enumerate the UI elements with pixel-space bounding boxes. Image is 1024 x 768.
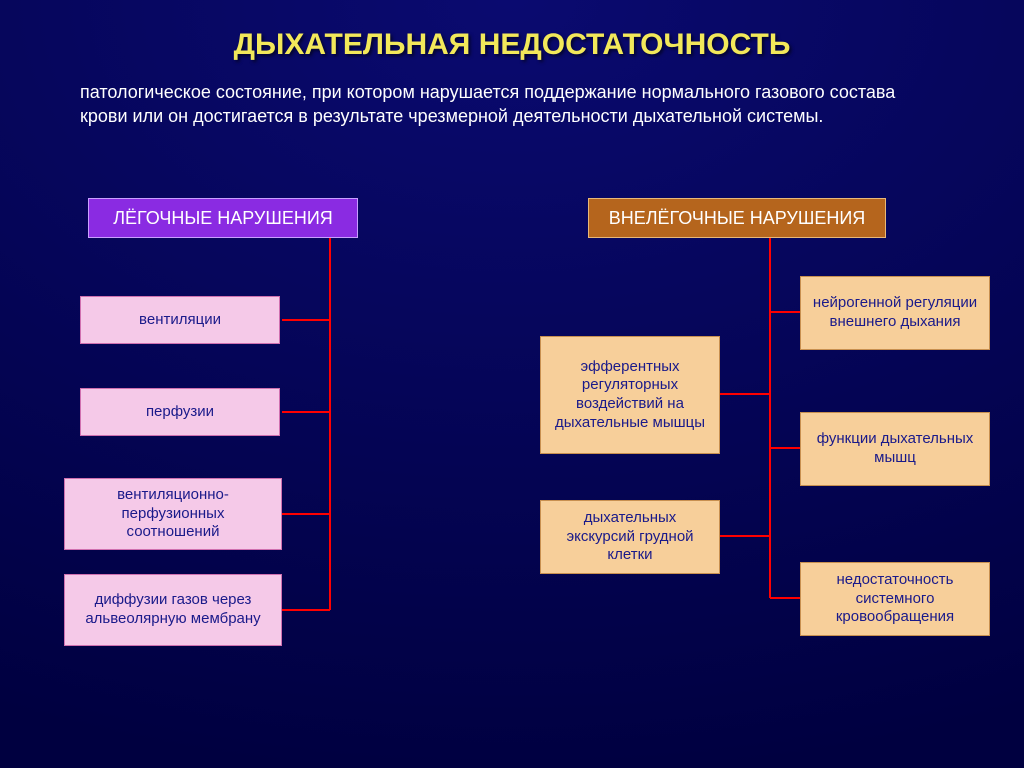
pulmonary-box: вентиляционно-перфузионных соотношений [64,478,282,550]
pulmonary-box: вентиляции [80,296,280,344]
slide-subtitle: патологическое состояние, при котором на… [80,80,944,129]
extrapulmonary-box: недостаточность системного кровообращени… [800,562,990,636]
slide-title: ДЫХАТЕЛЬНАЯ НЕДОСТАТОЧНОСТЬ [0,28,1024,62]
extrapulmonary-box: функции дыхательных мышц [800,412,990,486]
extrapulmonary-box: нейрогенной регуляции внешнего дыхания [800,276,990,350]
extrapulmonary-box: эфферентных регуляторных воздействий на … [540,336,720,454]
pulmonary-box: перфузии [80,388,280,436]
extrapulmonary-box: дыхательных экскурсий грудной клетки [540,500,720,574]
header-extrapulmonary: ВНЕЛЁГОЧНЫЕ НАРУШЕНИЯ [588,198,886,238]
pulmonary-box: диффузии газов через альвеолярную мембра… [64,574,282,646]
header-pulmonary: ЛЁГОЧНЫЕ НАРУШЕНИЯ [88,198,358,238]
